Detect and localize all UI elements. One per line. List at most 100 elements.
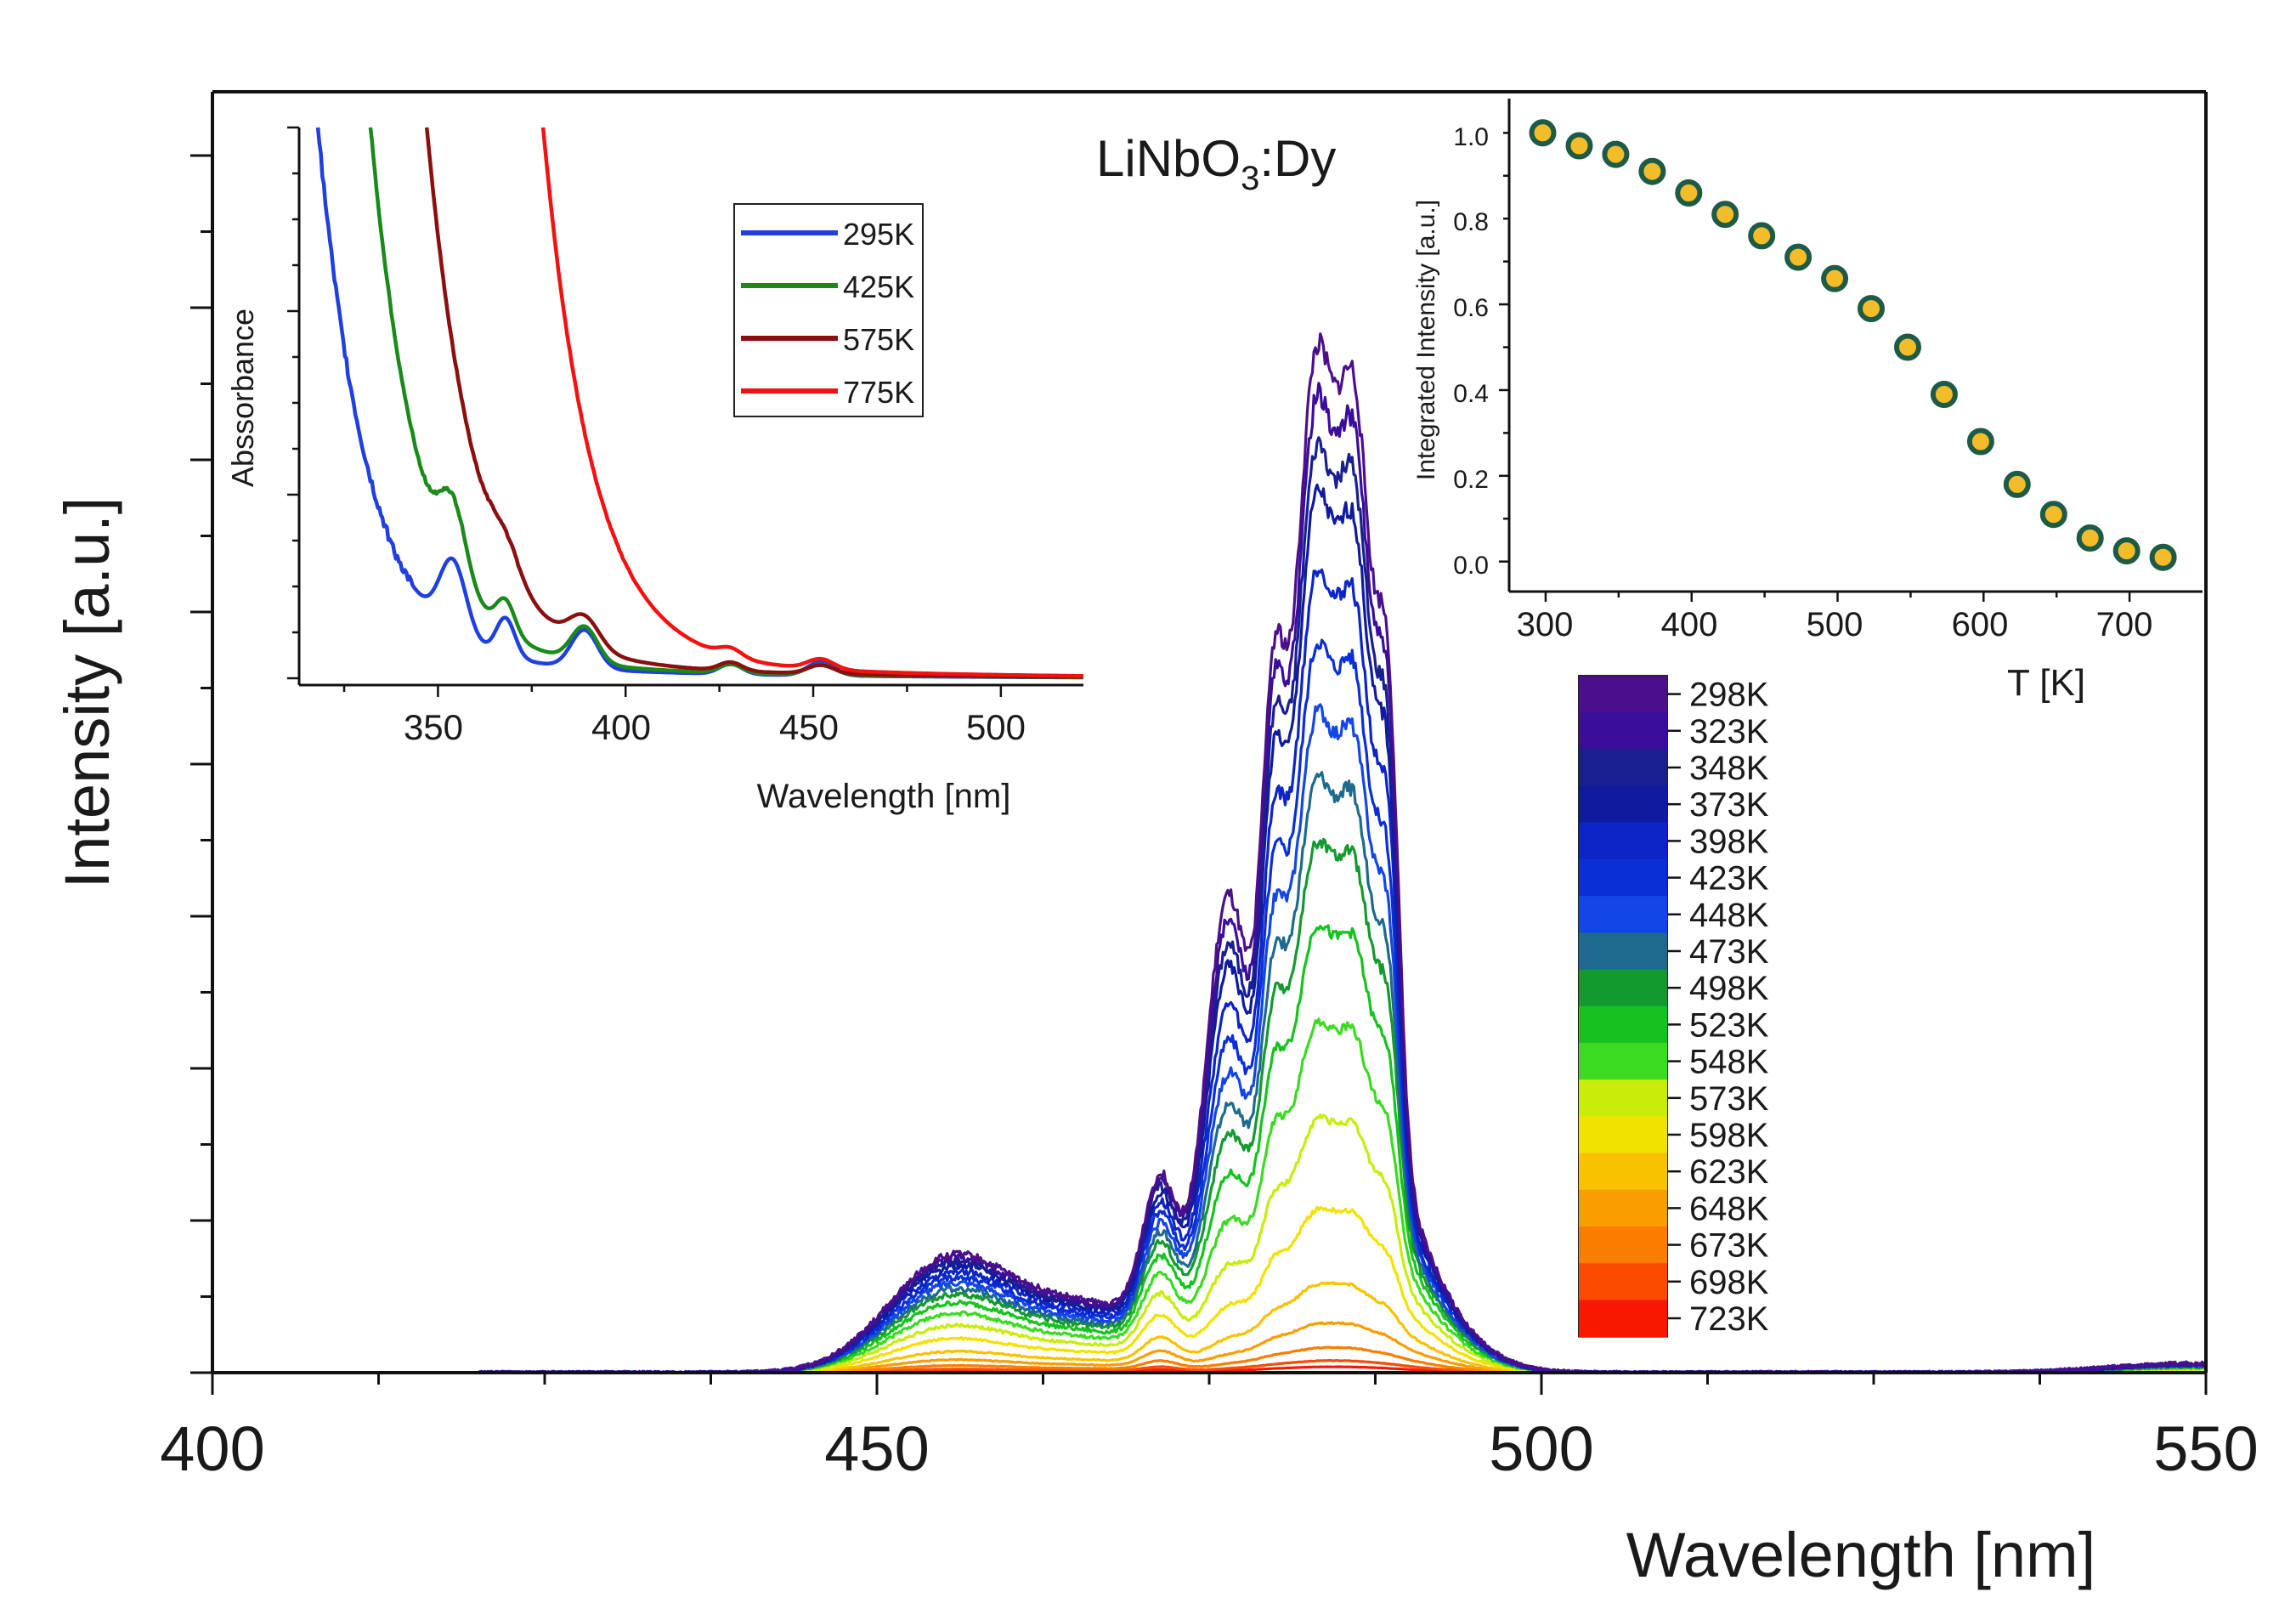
ii-point-12 bbox=[1966, 428, 1994, 456]
main-x-tick-label: 400 bbox=[160, 1413, 264, 1484]
absorbance-series bbox=[315, 127, 1084, 680]
ii-point-13 bbox=[2003, 470, 2031, 498]
ii-point-0 bbox=[1529, 119, 1557, 147]
emission-series-548K bbox=[478, 1017, 2207, 1374]
compound-annotation: LiNbO3:Dy bbox=[1096, 130, 1336, 197]
colorbar-label-623K: 623K bbox=[1689, 1153, 1769, 1191]
colorbar-swatch-673K bbox=[1579, 1226, 1667, 1264]
integrated-intensity-points bbox=[1529, 119, 2177, 571]
colorbar-label-348K: 348K bbox=[1689, 750, 1769, 787]
ii-y-axis-label: Integrated Intensity [a.u.] bbox=[1412, 200, 1440, 480]
emission-series-398K bbox=[478, 568, 2207, 1374]
colorbar-label-548K: 548K bbox=[1689, 1044, 1769, 1081]
colorbar-swatch-448K bbox=[1579, 896, 1667, 933]
ii-y-ticks bbox=[1499, 132, 1509, 563]
main-x-tick-label: 450 bbox=[824, 1413, 929, 1484]
ii-y-tick-label: 0.6 bbox=[1453, 294, 1489, 322]
emission-series-373K bbox=[477, 483, 2207, 1374]
emission-series-573K bbox=[478, 1113, 2206, 1374]
abs-legend-label-775K: 775K bbox=[843, 375, 914, 410]
ii-point-9 bbox=[1858, 295, 1885, 323]
colorbar-swatch-298K bbox=[1579, 676, 1667, 713]
colorbar-label-573K: 573K bbox=[1689, 1080, 1769, 1118]
ii-x-tick-label: 500 bbox=[1807, 606, 1863, 643]
colorbar-label-648K: 648K bbox=[1689, 1190, 1769, 1227]
main-y-ticks bbox=[190, 154, 212, 1374]
ii-y-tick-label: 1.0 bbox=[1453, 123, 1489, 151]
colorbar-swatch-373K bbox=[1579, 785, 1667, 824]
abs-legend-label-575K: 575K bbox=[843, 322, 914, 357]
ii-point-17 bbox=[2149, 543, 2177, 571]
colorbar-swatch-473K bbox=[1579, 932, 1667, 971]
integrated-intensity-inset: 0.0 0.2 0.4 0.6 0.8 1.0 300 400 500 600 … bbox=[1412, 99, 2203, 704]
colorbar-label-598K: 598K bbox=[1689, 1117, 1769, 1154]
colorbar-swatch-723K bbox=[1579, 1300, 1667, 1338]
ii-point-1 bbox=[1565, 132, 1593, 160]
ii-point-16 bbox=[2112, 537, 2140, 565]
absorbance-inset: 350 400 450 500 Wavelength [nm] Abssorba… bbox=[225, 126, 1084, 815]
colorbar-swatch-523K bbox=[1579, 1005, 1667, 1044]
ii-x-tick-label: 400 bbox=[1661, 606, 1718, 643]
colorbar-label-523K: 523K bbox=[1689, 1006, 1769, 1044]
colorbar-label-398K: 398K bbox=[1689, 823, 1769, 860]
temperature-colorbar: 298K323K348K373K398K423K448K473K498K523K… bbox=[1578, 675, 1769, 1338]
ii-point-6 bbox=[1748, 222, 1776, 250]
ii-point-14 bbox=[2039, 501, 2067, 529]
main-y-axis-label: Intensity [a.u.] bbox=[52, 497, 122, 889]
ii-y-tick-label: 0.0 bbox=[1453, 552, 1489, 580]
colorbar-label-423K: 423K bbox=[1689, 860, 1769, 898]
abs-legend-label-425K: 425K bbox=[843, 269, 914, 304]
emission-series-498K bbox=[478, 837, 2206, 1374]
main-plot: 400 450 500 550 Wavelength [nm] Intensit… bbox=[52, 90, 2259, 1590]
abs-x-ticks bbox=[342, 685, 1003, 697]
main-x-tick-label: 550 bbox=[2153, 1413, 2258, 1484]
main-x-ticks bbox=[211, 1373, 2208, 1395]
colorbar-label-498K: 498K bbox=[1689, 970, 1769, 1007]
ii-point-8 bbox=[1821, 264, 1849, 292]
colorbar-label-298K: 298K bbox=[1689, 677, 1769, 714]
abs-x-axis-label: Wavelength [nm] bbox=[757, 778, 1011, 815]
colorbar-swatch-623K bbox=[1579, 1153, 1667, 1191]
ii-y-tick-label: 0.2 bbox=[1453, 466, 1489, 494]
abs-legend-box bbox=[733, 203, 924, 417]
colorbar-label-673K: 673K bbox=[1689, 1227, 1769, 1265]
abs-y-axis-label: Abssorbance bbox=[225, 309, 260, 487]
colorbar-swatch-573K bbox=[1579, 1079, 1667, 1117]
ii-x-tick-label: 600 bbox=[1952, 606, 2009, 643]
abs-x-tick-label: 400 bbox=[591, 707, 651, 747]
ii-y-tick-label: 0.8 bbox=[1453, 208, 1489, 236]
ii-x-tick-label: 300 bbox=[1517, 606, 1574, 643]
emission-series-298K bbox=[478, 332, 2207, 1374]
colorbar-swatch-348K bbox=[1579, 749, 1667, 787]
abs-x-tick-label: 350 bbox=[404, 707, 463, 747]
colorbar-label-723K: 723K bbox=[1689, 1300, 1769, 1338]
ii-point-2 bbox=[1602, 140, 1630, 168]
ii-x-tick-label: 700 bbox=[2096, 606, 2153, 643]
colorbar-label-373K: 373K bbox=[1689, 786, 1769, 824]
ii-y-tick-label: 0.4 bbox=[1453, 380, 1489, 408]
colorbar-label-323K: 323K bbox=[1689, 713, 1769, 751]
abs-y-ticks bbox=[287, 126, 299, 680]
ii-point-5 bbox=[1711, 201, 1739, 229]
emission-series-348K bbox=[478, 436, 2207, 1374]
ii-point-7 bbox=[1784, 243, 1812, 271]
ii-point-10 bbox=[1894, 333, 1921, 361]
emission-series-523K bbox=[478, 924, 2206, 1374]
colorbar-label-473K: 473K bbox=[1689, 933, 1769, 971]
abs-x-tick-label: 500 bbox=[966, 707, 1026, 747]
colorbar-swatch-398K bbox=[1579, 822, 1667, 860]
ii-point-3 bbox=[1638, 157, 1666, 185]
absorbance-series-295K bbox=[315, 127, 1084, 680]
colorbar-swatch-548K bbox=[1579, 1043, 1667, 1080]
ii-point-11 bbox=[1930, 381, 1958, 408]
colorbar-swatch-423K bbox=[1579, 859, 1667, 897]
main-x-axis-label: Wavelength [nm] bbox=[1626, 1520, 2096, 1590]
colorbar-label-448K: 448K bbox=[1689, 897, 1769, 934]
absorbance-series-425K bbox=[368, 127, 1084, 679]
ii-x-axis-label: T [K] bbox=[2007, 662, 2085, 704]
absorbance-series-775K bbox=[540, 127, 1084, 678]
colorbar-swatch-598K bbox=[1579, 1116, 1667, 1154]
ii-point-4 bbox=[1675, 179, 1703, 207]
colorbar-swatch-698K bbox=[1579, 1263, 1667, 1300]
